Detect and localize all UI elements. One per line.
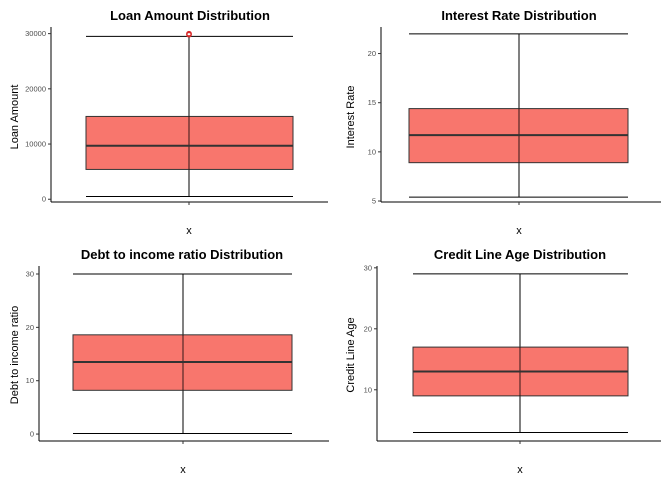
panel-loan-amount: Loan Amount Distribution x Loan Amount 0…: [9, 8, 328, 237]
outlier-point: [186, 30, 192, 37]
y-tick-label: 0: [30, 430, 34, 439]
y-tick-label: 10: [364, 385, 372, 394]
chart-title: Interest Rate Distribution: [441, 8, 596, 23]
y-tick-label: 10000: [25, 140, 46, 149]
y-tick-label: 0: [42, 195, 46, 204]
y-tick-label: 30: [364, 263, 372, 272]
chart-title: Credit Line Age Distribution: [434, 247, 606, 262]
y-axis-label: Debt to income ratio: [9, 306, 21, 404]
panel-credit-line-age: Credit Line Age Distribution x Credit Li…: [345, 247, 661, 476]
y-tick-label: 10: [26, 376, 34, 385]
y-tick-label: 20000: [25, 84, 46, 93]
y-tick-label: 30000: [25, 29, 46, 38]
y-axis-label: Credit Line Age: [345, 317, 357, 392]
y-tick-label: 30: [26, 270, 34, 279]
chart-title: Debt to income ratio Distribution: [81, 247, 283, 262]
y-tick-label: 20: [26, 323, 34, 332]
y-tick-label: 20: [368, 49, 376, 58]
y-tick-label: 15: [368, 98, 376, 107]
x-axis-label: x: [516, 225, 522, 237]
x-axis-label: x: [186, 225, 192, 237]
y-axis-label: Loan Amount: [9, 85, 21, 150]
panel-interest-rate: Interest Rate Distribution x Interest Ra…: [345, 8, 661, 237]
x-axis-label: x: [517, 464, 523, 476]
y-tick-label: 10: [368, 147, 376, 156]
x-axis-label: x: [180, 464, 186, 476]
panel-debt-to-income: Debt to income ratio Distribution x Debt…: [9, 247, 329, 476]
chart-title: Loan Amount Distribution: [110, 8, 270, 23]
y-tick-label: 5: [372, 197, 376, 206]
y-tick-label: 20: [364, 324, 372, 333]
box-iqr: [85, 115, 294, 170]
y-axis-label: Interest Rate: [345, 86, 357, 149]
